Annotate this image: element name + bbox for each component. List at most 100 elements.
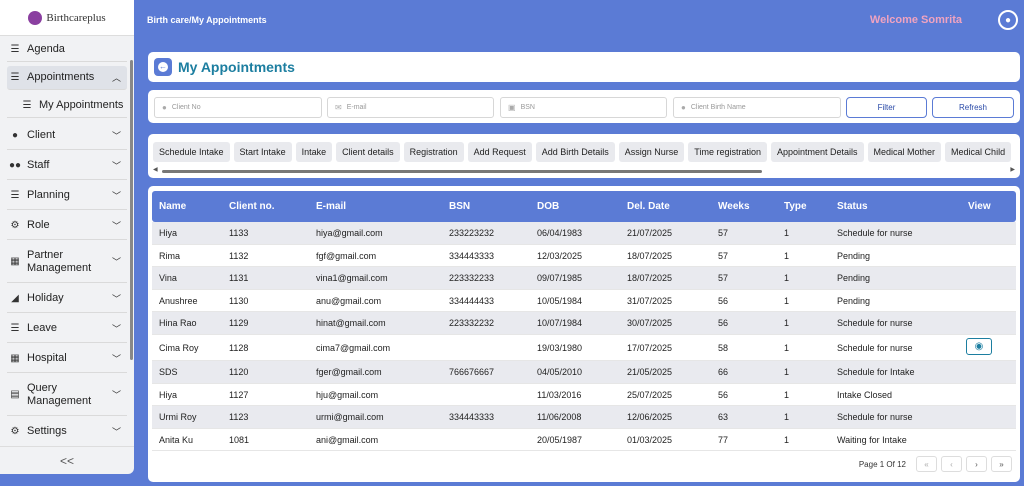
column-header[interactable]: View [968,201,991,212]
cell-type: 1 [784,367,790,377]
table-row[interactable]: Cima Roy 1128 cima7@gmail.com 19/03/1980 17/… [152,335,1016,361]
chevron-down-icon: ﹀ [111,390,121,400]
column-header[interactable]: Type [784,201,807,212]
table-row[interactable]: Vina 1131 vina1@gmail.com 223332233 09/07/19… [152,267,1016,290]
tab-medical-child[interactable]: Medical Child [945,142,1012,162]
cell-bsn: 334444433 [449,295,495,306]
sidebar-item-hospital[interactable]: ▦ Hospital ﹀ [7,344,127,373]
sidebar-item-label: Client [27,128,56,141]
app-logo[interactable]: Birthcareplus [0,0,134,36]
tab-intake[interactable]: Intake [295,142,333,162]
cell-type: 1 [784,412,790,422]
tab-assign-nurse[interactable]: Assign Nurse [618,142,685,162]
tab-schedule-intake[interactable]: Schedule Intake [153,142,230,162]
cell-dob: 19/03/1980 [537,342,583,353]
tabs-scrollbar[interactable] [162,170,762,173]
sidebar-item-appointments[interactable]: ☰ Appointments ︿ [7,66,127,90]
cell-status: Pending [837,295,871,306]
cell-bsn: 334443333 [449,412,495,422]
prev-page-button[interactable]: ‹ [941,456,962,472]
table-row[interactable]: Hina Rao 1129 hinat@gmail.com 223332232 10/0… [152,312,1016,335]
cell-type: 1 [784,389,790,400]
user-account-button[interactable]: ● [998,10,1018,30]
cell-weeks: 66 [718,367,729,377]
column-header[interactable]: Status [837,201,868,212]
refresh-button[interactable]: Refresh [932,97,1014,118]
column-header[interactable]: E-mail [316,201,347,212]
tab-add-birth-details[interactable]: Add Birth Details [535,142,615,162]
sidebar-item-staff[interactable]: ●● Staff ﹀ [7,151,127,180]
cell-weeks: 56 [718,295,729,306]
people-icon: ●● [8,159,22,171]
tab-start-intake[interactable]: Start Intake [233,142,292,162]
sidebar-item-leave[interactable]: ☰ Leave ﹀ [7,314,127,343]
table-row[interactable]: SDS 1120 fger@gmail.com 766676667 04/05/2010… [152,361,1016,384]
cell-client-no: 1120 [229,367,249,377]
chevron-down-icon: ﹀ [111,160,121,171]
client-no-input[interactable]: ● Client No [154,97,322,118]
sidebar-item-planning[interactable]: ☰ Planning ﹀ [7,181,127,210]
view-button[interactable]: ◉ [966,337,992,355]
table-row[interactable]: Hiya 1133 hiya@gmail.com 233223232 06/04/198… [152,222,1016,245]
scroll-left-icon[interactable]: ◀ [153,167,158,173]
column-header[interactable]: Name [159,201,187,212]
table-row[interactable]: Rima 1132 fgf@gmail.com 334443333 12/03/2025… [152,245,1016,267]
top-bar: Birth care/My Appointments Welcome Somri… [134,0,1024,40]
bsn-input[interactable]: ▣ BSN [500,97,667,118]
tab-appointment-details[interactable]: Appointment Details [770,142,864,162]
table-row[interactable]: Urmi Roy 1123 urmi@gmail.com 334443333 11/06… [152,406,1016,429]
page-title: My Appointments [178,59,295,75]
sidebar-item-agenda[interactable]: ☰ Agenda [7,38,127,62]
cell-type: 1 [784,434,790,445]
tab-registration[interactable]: Registration [403,142,464,162]
sidebar: Birthcareplus ☰ Agenda ☰ Appointments ︿ … [0,0,134,474]
sidebar-item-partner-management[interactable]: ▦ Partner Management ﹀ [7,241,127,283]
column-header[interactable]: DOB [537,201,560,212]
cell-bsn: 233223232 [449,228,495,238]
cell-name: Hina Rao [159,318,197,328]
column-header[interactable]: Weeks [718,201,750,212]
column-header[interactable]: Client no. [229,201,275,212]
cell-type: 1 [784,295,790,306]
cell-del-date: 18/07/2025 [627,250,673,261]
gear-icon: ⚙ [10,425,20,437]
cell-client-no: 1123 [229,412,249,422]
cell-dob: 11/03/2016 [537,389,582,400]
sidebar-item-query-management[interactable]: ▤ Query Management ﹀ [7,374,127,416]
sidebar-scrollbar[interactable] [130,60,133,360]
sidebar-item-my-appointments[interactable]: ☰ My Appointments [7,94,127,118]
cell-type: 1 [784,228,790,238]
client-birth-name-input[interactable]: ● Client Birth Name [673,97,841,118]
collapse-sidebar-button[interactable]: << [0,446,134,474]
cell-dob: 20/05/1987 [537,434,583,445]
sidebar-item-label: Partner Management [27,248,92,274]
last-page-button[interactable]: » [991,456,1012,472]
back-button[interactable]: ← [154,58,172,76]
column-header[interactable]: BSN [449,201,471,212]
beach-icon: ◢ [11,292,19,304]
role-icon: ⚙ [10,219,20,231]
email-input[interactable]: ✉ E-mail [327,97,494,118]
sidebar-item-role[interactable]: ⚙ Role ﹀ [7,211,127,240]
scroll-right-icon[interactable]: ▶ [1010,167,1015,173]
next-page-button[interactable]: › [966,456,987,472]
cell-dob: 12/03/2025 [537,250,583,261]
table-row[interactable]: Hiya 1127 hju@gmail.com 11/03/2016 25/07/202… [152,384,1016,406]
table-row[interactable]: Anita Ku 1081 ani@gmail.com 20/05/1987 01/03… [152,429,1016,451]
cell-type: 1 [784,250,790,261]
column-header[interactable]: Del. Date [627,201,670,212]
tab-add-request[interactable]: Add Request [467,142,532,162]
table-row[interactable]: Anushree 1130 anu@gmail.com 334444433 10/05/… [152,290,1016,312]
first-page-button[interactable]: « [916,456,937,472]
sidebar-item-settings[interactable]: ⚙ Settings ﹀ [7,417,127,445]
cell-del-date: 30/07/2025 [627,318,673,328]
sidebar-item-client[interactable]: ● Client ﹀ [7,121,127,150]
filter-button[interactable]: Filter [846,97,927,118]
cell-dob: 06/04/1983 [537,228,583,238]
tab-time-registration[interactable]: Time registration [688,142,767,162]
cell-email: hju@gmail.com [316,389,379,400]
tab-medical-mother[interactable]: Medical Mother [867,142,942,162]
sidebar-item-holiday[interactable]: ◢ Holiday ﹀ [7,284,127,313]
sidebar-item-label: Holiday [27,291,64,304]
tab-client-details[interactable]: Client details [336,142,400,162]
